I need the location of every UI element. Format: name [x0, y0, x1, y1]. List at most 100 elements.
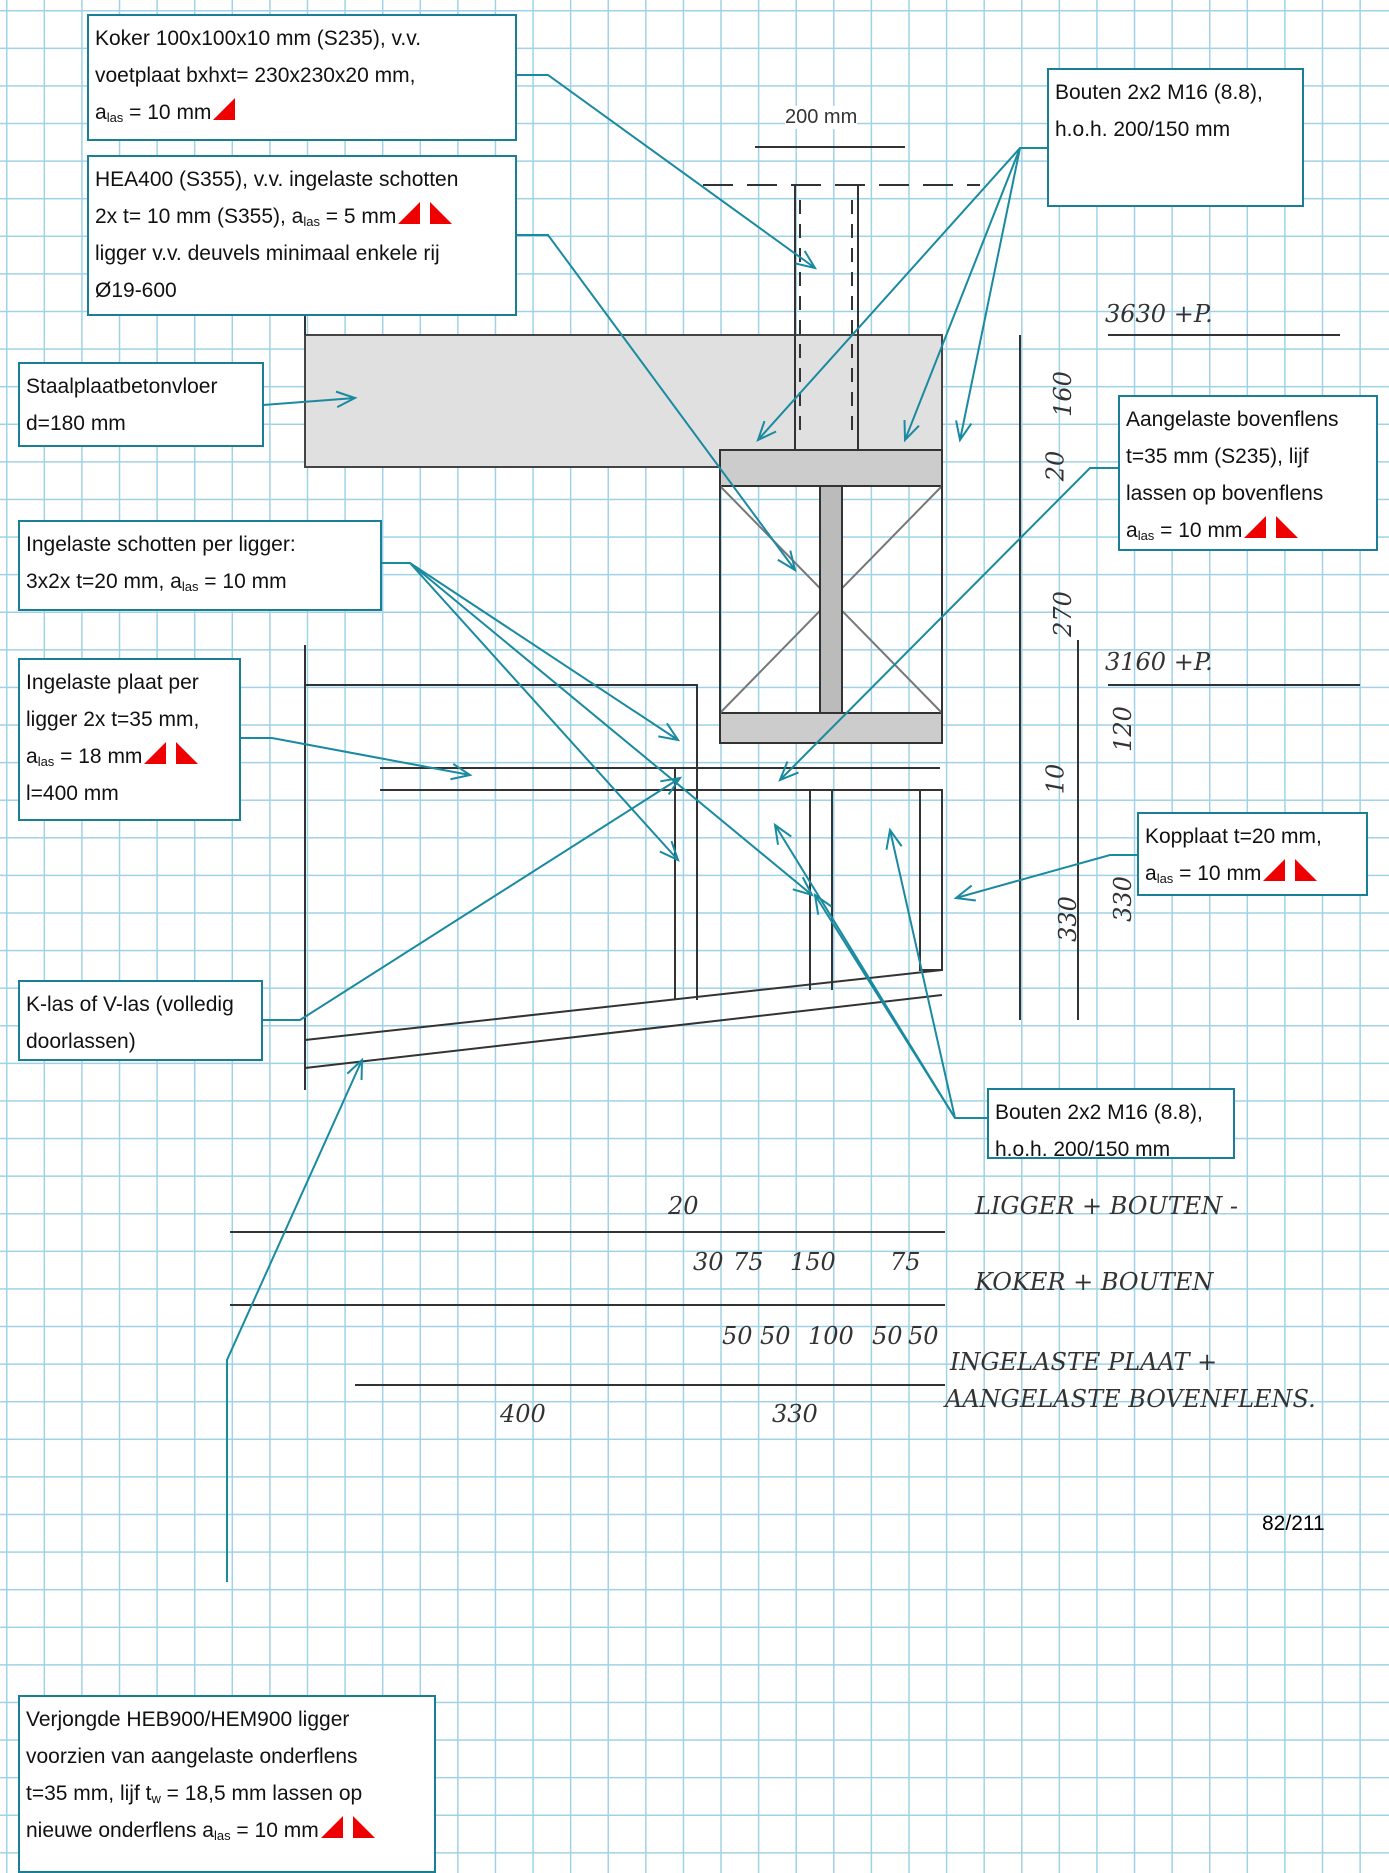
weld-symbol [144, 742, 204, 766]
page: Koker 100x100x10 mm (S235), v.v.voetplaa… [0, 0, 1389, 1582]
annotation-line: d=180 mm [26, 405, 256, 442]
sketch-label: 330 [1054, 896, 1082, 942]
annotation-line: ligger 2x t=35 mm, [26, 701, 233, 738]
text-run: a [1126, 519, 1138, 542]
weld-symbol [1244, 516, 1304, 540]
leader-arrow [240, 738, 470, 775]
leader-arrow [227, 1060, 362, 1582]
concrete-slab [305, 335, 942, 467]
annotation-box: Bouten 2x2 M16 (8.8),h.o.h. 200/150 mm [1047, 68, 1304, 207]
text-run: = 10 mm [231, 1819, 319, 1842]
annotation-line: 3x2x t=20 mm, alas = 10 mm [26, 563, 374, 600]
annotation-box: Ingelaste plaat perligger 2x t=35 mm,ala… [18, 658, 241, 821]
annotation-line: alas = 18 mm [26, 738, 233, 775]
text-run: = 18 mm [54, 745, 142, 768]
annotation-line: alas = 10 mm [1145, 855, 1360, 892]
annotation-line: 2x t= 10 mm (S355), alas = 5 mm [95, 198, 509, 235]
sketch-label: LIGGER + BOUTEN - [975, 1192, 1238, 1220]
annotation-line: Ingelaste plaat per [26, 664, 233, 701]
sketch-label: 330 [772, 1400, 818, 1428]
leader-arrow [262, 778, 680, 1020]
annotation-line: h.o.h. 200/150 mm [995, 1131, 1227, 1168]
sketch-label: 75 [890, 1248, 921, 1276]
subscript: las [107, 110, 124, 125]
weld-symbol [398, 202, 458, 226]
text-run: = 10 mm [198, 570, 286, 593]
subscript: w [151, 1791, 160, 1806]
leader-arrow [905, 148, 1020, 440]
sketch-label: 3630 +P. [1105, 300, 1213, 328]
leader-arrow [960, 148, 1020, 440]
annotation-line: Bouten 2x2 M16 (8.8), [995, 1094, 1227, 1131]
weld-symbol [213, 98, 243, 122]
arrow-head [775, 825, 791, 845]
annotation-line: Staalplaatbetonvloer [26, 368, 256, 405]
sketch-label: 200 mm [785, 106, 857, 129]
text-run: = 10 mm [1154, 519, 1242, 542]
annotation-line: l=400 mm [26, 775, 233, 812]
annotation-line: Verjongde HEB900/HEM900 ligger [26, 1701, 428, 1738]
text-run: = 10 mm [1173, 862, 1261, 885]
sketch-label: KOKER + BOUTEN [975, 1268, 1213, 1296]
annotation-line: voorzien van aangelaste onderflens [26, 1738, 428, 1775]
weld-symbol [321, 1816, 381, 1840]
annotation-line: alas = 10 mm [95, 94, 509, 131]
subscript: las [214, 1828, 231, 1843]
leader-arrow [517, 75, 815, 268]
subscript: las [1157, 871, 1174, 886]
subscript: las [303, 214, 320, 229]
sketch-label: 20 [1041, 451, 1069, 482]
annotation-line: lassen op bovenflens [1126, 475, 1370, 512]
annotation-line: voetplaat bxhxt= 230x230x20 mm, [95, 57, 509, 94]
sketch-label: 20 [668, 1192, 699, 1220]
leader-arrow [410, 563, 678, 860]
annotation-line: Ingelaste schotten per ligger: [26, 526, 374, 563]
annotation-line: ligger v.v. deuvels minimaal enkele rij [95, 235, 509, 272]
text-run: a [26, 745, 38, 768]
annotation-line: h.o.h. 200/150 mm [1055, 111, 1296, 148]
sketch-label: 400 [500, 1400, 546, 1428]
annotation-box: Ingelaste schotten per ligger:3x2x t=20 … [18, 520, 382, 611]
annotation-line: doorlassen) [26, 1023, 255, 1060]
annotation-line: Kopplaat t=20 mm, [1145, 818, 1360, 855]
text-run: a [1145, 862, 1157, 885]
top-flange [720, 450, 942, 486]
sketch-label: 100 [808, 1322, 854, 1350]
sketch-label: 150 [790, 1248, 836, 1276]
annotation-line: alas = 10 mm [1126, 512, 1370, 549]
annotation-line: Bouten 2x2 M16 (8.8), [1055, 74, 1296, 111]
sketch-label: 30 [693, 1248, 724, 1276]
text-run: t=35 mm, lijf t [26, 1782, 151, 1805]
annotation-line: HEA400 (S355), v.v. ingelaste schotten [95, 161, 509, 198]
annotation-box: Kopplaat t=20 mm,alas = 10 mm [1137, 812, 1368, 896]
sketch-label: AANGELASTE BOVENFLENS. [945, 1385, 1316, 1413]
text-run: = 10 mm [123, 101, 211, 124]
text-run: nieuwe onderflens a [26, 1819, 214, 1842]
sketch-label: 75 [733, 1248, 764, 1276]
subscript: las [1138, 528, 1155, 543]
sketch-label: 10 [1041, 764, 1069, 795]
annotation-line: Aangelaste bovenflens [1126, 401, 1370, 438]
weld-symbol [1263, 859, 1323, 883]
annotation-box: Koker 100x100x10 mm (S235), v.v.voetplaa… [87, 14, 517, 141]
leader-arrow [382, 563, 678, 740]
sketch-label: 50 [872, 1322, 903, 1350]
sketch-label: 120 [1109, 706, 1137, 752]
text-run: = 18,5 mm lassen op [161, 1782, 362, 1805]
sketch-label: 160 [1049, 371, 1077, 417]
annotation-line: t=35 mm, lijf tw = 18,5 mm lassen op [26, 1775, 428, 1812]
annotation-line: Ø19-600 [95, 272, 509, 309]
subscript: las [182, 579, 199, 594]
text-run: 2x t= 10 mm (S355), a [95, 205, 303, 228]
annotation-line: t=35 mm (S235), lijf [1126, 438, 1370, 475]
sketch-label: 50 [908, 1322, 939, 1350]
sketch-label: 50 [722, 1322, 753, 1350]
web [820, 486, 842, 713]
sketch-label: 330 [1109, 876, 1137, 922]
leader-arrow [775, 825, 987, 1118]
annotation-line: Koker 100x100x10 mm (S235), v.v. [95, 20, 509, 57]
